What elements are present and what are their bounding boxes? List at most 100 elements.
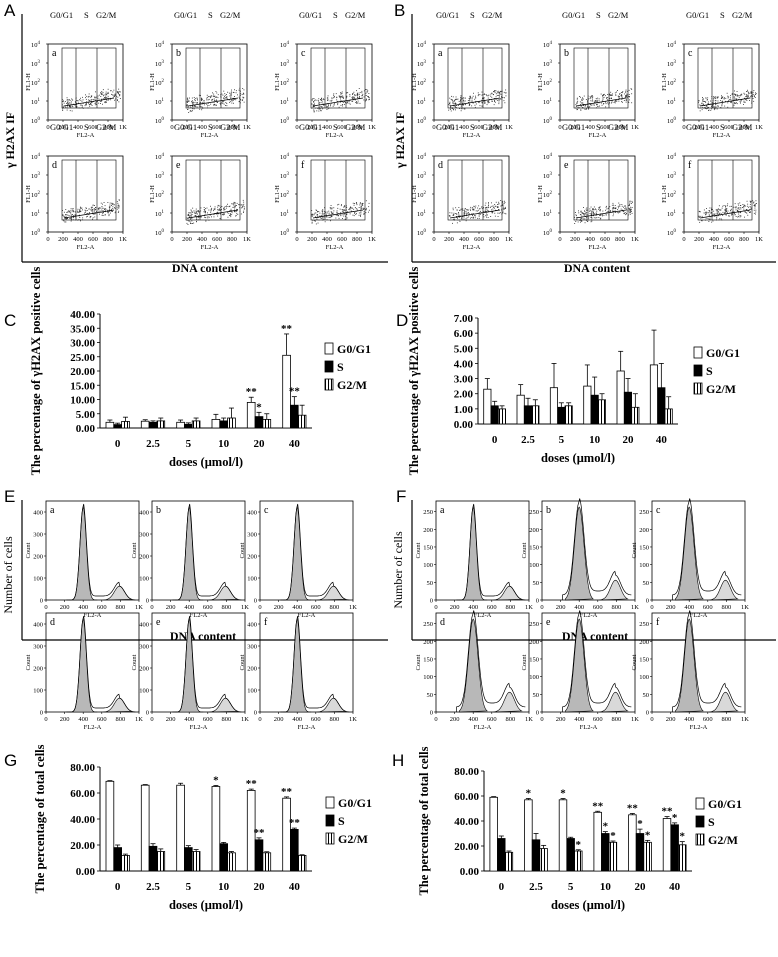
scatter-dot <box>362 203 363 205</box>
scatter-dot <box>711 215 713 216</box>
scatter-dot <box>451 212 453 214</box>
scatter-dot <box>755 94 756 95</box>
panel-e-xlabel: DNA content <box>170 629 236 643</box>
legend-label: S <box>337 360 344 374</box>
scatter-dot <box>713 98 714 100</box>
scatter-dot <box>213 104 214 106</box>
x-tick-label: 200 <box>166 604 176 611</box>
x-tick-label: 0 <box>499 881 505 893</box>
scatter-dot <box>336 99 338 101</box>
scatter-dot <box>66 102 67 104</box>
scatter-dot <box>592 96 594 98</box>
scatter-dot <box>360 211 362 213</box>
y-tick-label: 100 <box>423 674 433 681</box>
scatter-dot <box>343 96 344 98</box>
scatter-dot <box>605 209 606 211</box>
scatter-dot <box>70 218 72 220</box>
bar-g2m-10 <box>227 852 236 872</box>
scatter-dot <box>731 93 733 95</box>
scatter-dot <box>621 95 623 97</box>
scatter-dot <box>482 105 483 107</box>
scatter-dot <box>340 95 342 97</box>
bar-s-2.5 <box>523 405 532 425</box>
scatter-dot <box>368 97 370 99</box>
scatter-dot <box>331 99 333 101</box>
scatter-dot <box>460 100 461 101</box>
scatter-dot <box>322 209 324 211</box>
scatter-dot <box>85 104 87 106</box>
scatter-dot <box>462 208 464 210</box>
scatter-dot <box>705 214 706 216</box>
scatter-dot <box>468 102 469 103</box>
scatter-dot <box>463 104 464 106</box>
scatter-dot <box>452 222 453 224</box>
threshold-line <box>63 97 115 107</box>
scatter-dot <box>452 214 454 216</box>
scatter-dot <box>622 101 623 103</box>
x-tick-label: 800 <box>330 604 340 611</box>
subplot-label: a <box>52 48 57 59</box>
scatter-dot <box>206 99 208 101</box>
scatter-dot <box>707 103 709 104</box>
scatter-dot <box>80 97 81 99</box>
scatter-dot <box>752 200 754 202</box>
scatter-dot <box>731 211 733 213</box>
bar-s-2.5 <box>148 845 158 872</box>
scatter-dot <box>104 98 105 100</box>
x-tick-label: 200 <box>274 604 284 611</box>
x-axis-label: FL2-A <box>84 612 102 619</box>
scatter-dot <box>615 100 617 102</box>
panel-f-ylabel: Number of cells <box>391 531 405 609</box>
scatter-dot <box>754 204 756 206</box>
scatter-dot <box>205 211 206 212</box>
scatter-dot <box>79 209 80 211</box>
scatter-dot <box>229 205 231 207</box>
scatter-dot <box>198 94 200 96</box>
scatter-dot <box>316 219 318 220</box>
scatter-dot <box>590 217 592 218</box>
scatter-dot <box>449 97 451 99</box>
scatter-dot <box>720 209 722 211</box>
scatter-dot <box>345 101 347 103</box>
scatter-dot <box>86 216 87 218</box>
scatter-dot <box>190 106 192 108</box>
scatter-dot <box>746 97 748 99</box>
x-tick-label: 200 <box>58 124 68 131</box>
scatter-dot <box>582 212 584 214</box>
x-tick-label: 1K <box>741 716 749 723</box>
scatter-dot <box>496 95 498 96</box>
gate-label: G2/M <box>220 10 241 20</box>
x-tick-label: 0 <box>170 124 173 131</box>
scatter-dot <box>85 94 86 96</box>
scatter-dot <box>223 214 225 216</box>
scatter-dot <box>583 207 584 208</box>
scatter-dot <box>85 103 86 105</box>
scatter-dot <box>474 98 476 100</box>
scatter-dot <box>212 92 213 94</box>
scatter-dot <box>701 102 703 104</box>
scatter-dot <box>312 213 314 215</box>
scatter-dot <box>107 209 109 211</box>
scatter-dot <box>450 106 451 108</box>
scatter-dot <box>705 211 707 213</box>
scatter-dot <box>493 98 495 99</box>
scatter-dot <box>94 205 95 206</box>
scatter-dot <box>498 103 500 105</box>
scatter-dot <box>584 210 586 212</box>
g1-peak <box>69 618 98 713</box>
scatter-dot <box>755 209 757 211</box>
scatter-dot <box>341 204 342 206</box>
scatter-dot <box>363 209 364 210</box>
bar-g0g1-10 <box>211 786 221 872</box>
scatter-dot <box>504 200 505 202</box>
scatter-dot <box>463 101 465 103</box>
subplot-label: b <box>546 505 551 516</box>
scatter-dot <box>596 214 598 216</box>
scatter-dot <box>591 220 593 222</box>
scatter-dot <box>623 213 625 214</box>
x-tick-label: 800 <box>222 716 232 723</box>
scatter-dot <box>104 214 106 215</box>
scatter-dot <box>76 105 78 107</box>
